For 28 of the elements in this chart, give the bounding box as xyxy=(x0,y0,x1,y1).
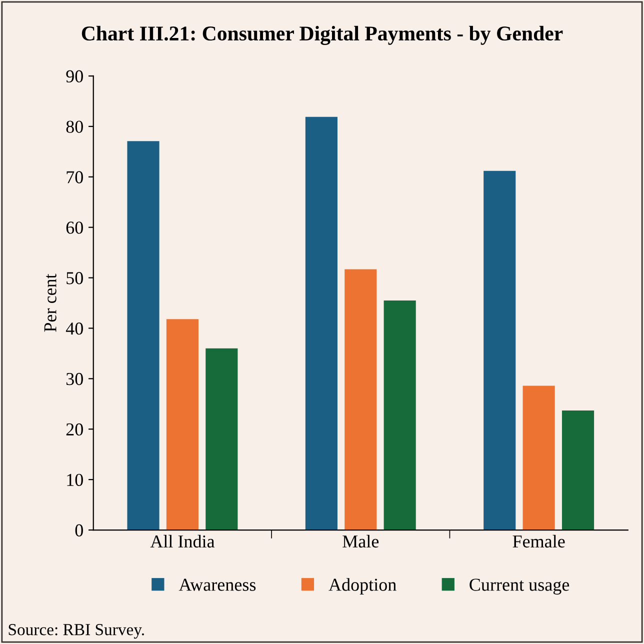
source-note: Source: RBI Survey. xyxy=(8,624,144,639)
chart-title: Chart III.21: Consumer Digital Payments - by Gender xyxy=(82,26,563,45)
y-tick-label: 0 xyxy=(75,524,83,536)
y-tick-label: 90 xyxy=(66,70,83,82)
y-tick-label: 70 xyxy=(66,171,83,184)
bar xyxy=(562,410,594,530)
bar xyxy=(166,319,198,530)
x-tick-label: All India xyxy=(150,534,215,548)
bar xyxy=(522,386,555,530)
bar xyxy=(206,348,238,530)
y-tick-label: 20 xyxy=(66,423,83,436)
y-tick-label: 30 xyxy=(66,372,83,386)
legend-label: Awareness xyxy=(178,578,256,591)
bar xyxy=(484,170,516,530)
y-tick-label: 60 xyxy=(66,222,83,234)
y-tick-label: 50 xyxy=(66,272,83,284)
legend-label: Current usage xyxy=(470,578,570,595)
x-tick-label: Male xyxy=(342,534,379,548)
y-tick-label: 40 xyxy=(66,322,83,335)
legend-label: Adoption xyxy=(328,578,396,595)
y-tick-label: 10 xyxy=(67,474,83,486)
bar xyxy=(305,116,338,530)
bar xyxy=(384,300,416,530)
y-axis-title: Per cent xyxy=(44,274,56,332)
x-tick-label: Female xyxy=(512,534,565,548)
bar xyxy=(127,141,160,530)
y-tick-label: 80 xyxy=(66,120,83,133)
bar xyxy=(344,269,377,530)
